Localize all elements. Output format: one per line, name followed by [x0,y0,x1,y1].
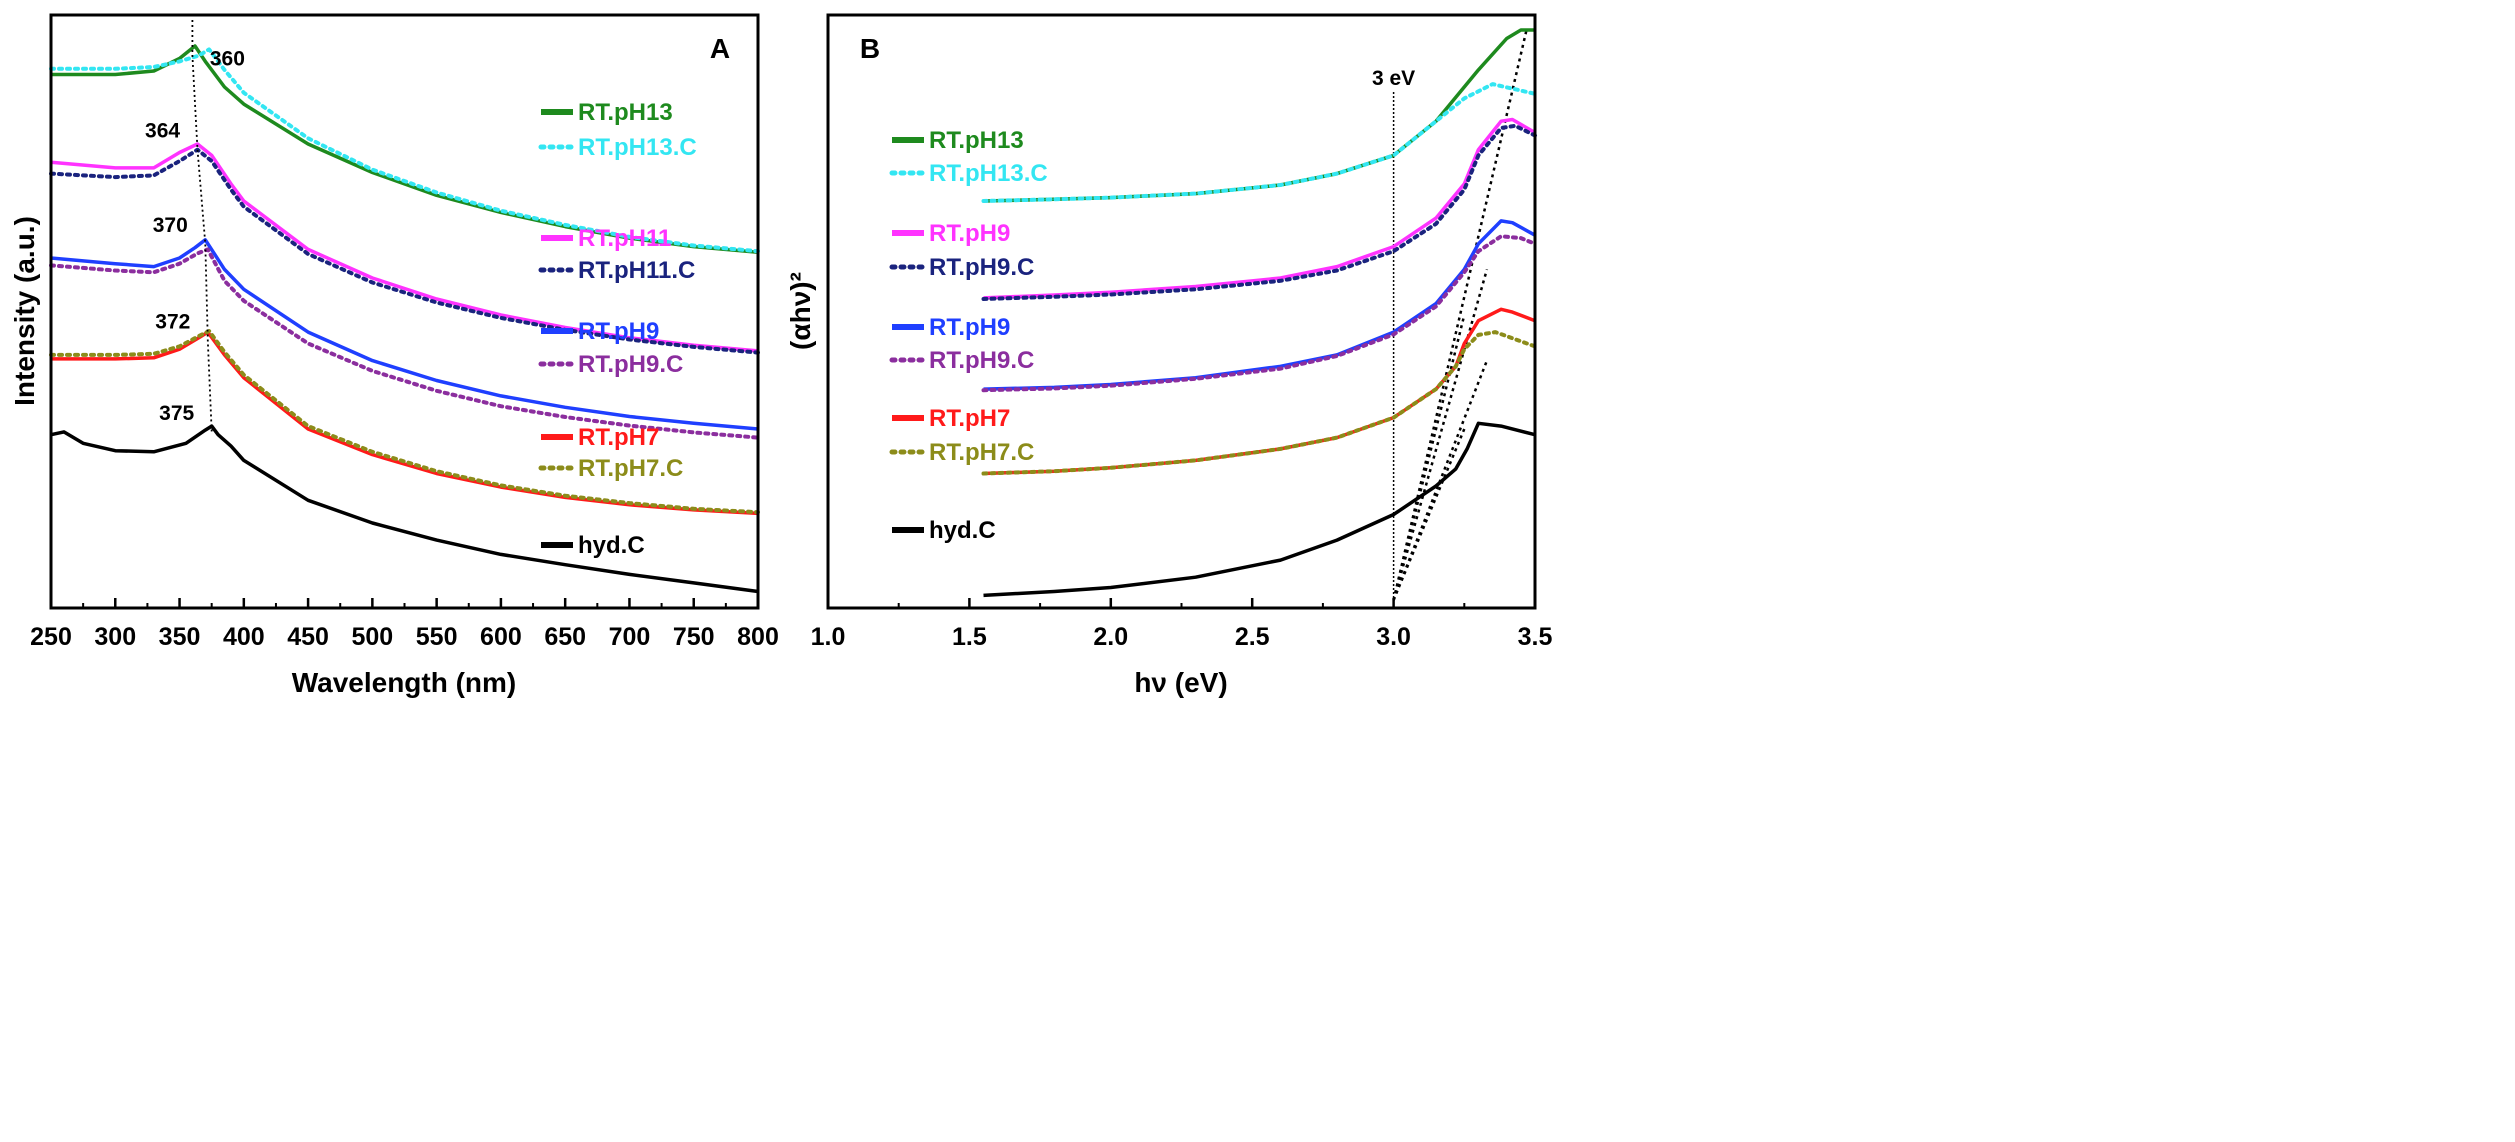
series-line-rt-ph13-c [981,82,1537,203]
legend-label-hyd-c: hyd.C [578,532,645,559]
tangent-line [1392,269,1489,601]
peak-label-375: 375 [159,402,194,425]
series-line-rt-ph7-c [49,329,760,515]
x-tick-label: 3.0 [1376,623,1411,651]
legend-label-rt-ph9-c: RT.pH9.C [929,347,1034,374]
x-tick-label: 350 [159,623,201,651]
legend-label-rt-ph9-c: RT.pH9.C [578,351,683,378]
x-tick-label: 600 [480,623,522,651]
figure: 250 300 350 400 450 500 550 600 650 700 750 800 A W… [9,13,1553,698]
x-tick-label: 1.0 [811,623,846,651]
legend-label-rt-ph7: RT.pH7 [578,424,659,451]
panel-a-letter: A [710,33,730,64]
x-tick-label: 2.0 [1093,623,1128,651]
series-line-rt-ph9-c [49,247,760,440]
panel-b-y-axis-title: (αhν)² [785,272,816,350]
panel-a-legend: RT.pH13 RT.pH13.C RT.pH11 RT.pH11.C RT.pH9 RT… [538,99,697,559]
legend-label-rt-ph7: RT.pH7 [929,405,1010,432]
series-line-rt-ph9 [50,238,759,431]
panel-b: 1.0 1.5 2.0 2.5 3.0 3.5 B hν (eV) (αhν)² 3 eV… [785,13,1553,698]
x-tick-label: 250 [30,623,72,651]
panel-b-legend: RT.pH13 RT.pH13.C RT.pH9 RT.pH9.C RT.pH9 RT.p… [889,127,1048,544]
x-tick-label: 400 [223,623,265,651]
x-tick-label: 700 [609,623,651,651]
peak-label-372: 372 [155,311,190,334]
series-line-rt-ph9-c [981,234,1537,393]
x-tick-label: 750 [673,623,715,651]
legend-label-rt-ph13-c: RT.pH13.C [578,134,697,161]
x-tick-label: 500 [352,623,394,651]
panel-a-plot-area [49,20,760,594]
panel-a-y-axis-title: Intensity (a.u.) [9,216,40,406]
peak-label-370: 370 [153,214,188,237]
series-line-rt-ph13-c [49,47,760,254]
series-line-rt-ph13 [983,28,1535,203]
x-tick-label: 2.5 [1235,623,1270,651]
series-line-rt-ph9-c [981,123,1537,301]
series-line-rt-ph9 [983,219,1536,391]
series-line-rt-ph9 [983,117,1536,300]
peak-label-360: 360 [210,48,245,71]
peak-label-364: 364 [145,120,180,143]
legend-label-hyd-c: hyd.C [929,517,996,544]
tangent-line [1392,428,1466,601]
series-line-hyd-c [983,421,1536,598]
legend-label-rt-ph7-c: RT.pH7.C [578,455,683,482]
panel-b-x-axis-title: hν (eV) [1134,667,1227,698]
x-tick-label: 3.5 [1518,623,1553,651]
panel-b-plot-area [981,28,1537,601]
series-line-hyd-c [50,424,759,594]
legend-label-rt-ph9: RT.pH9 [578,318,659,345]
legend-label-rt-ph11-c: RT.pH11.C [578,257,695,284]
x-tick-label: 650 [544,623,586,651]
tangent-line [1392,29,1528,601]
peak-guide-line [191,20,213,432]
legend-label-rt-ph7-c: RT.pH7.C [929,439,1034,466]
x-tick-label: 450 [287,623,329,651]
panel-a-x-ticks: 250 300 350 400 450 500 550 600 650 700 750 800 [30,598,779,651]
x-tick-label: 300 [94,623,136,651]
panel-a-peak-labels: 360 364 370 372 375 [145,48,245,425]
legend-label-rt-ph13: RT.pH13 [578,99,673,126]
legend-label-rt-ph9: RT.pH9 [929,220,1010,247]
legend-label-rt-ph13-c: RT.pH13.C [929,160,1048,187]
series-line-rt-ph11-c [49,147,760,355]
legend-label-rt-ph13: RT.pH13 [929,127,1024,154]
panel-b-letter: B [860,33,880,64]
panel-b-3ev-label: 3 eV [1372,67,1415,90]
legend-label-rt-ph11: RT.pH11 [578,225,671,252]
x-tick-label: 550 [416,623,458,651]
legend-label-rt-ph9: RT.pH9 [929,314,1010,341]
panel-a-x-axis-title: Wavelength (nm) [292,667,517,698]
x-tick-label: 1.5 [952,623,987,651]
x-tick-label: 800 [737,623,779,651]
panel-a: 250 300 350 400 450 500 550 600 650 700 750 800 A W… [9,13,779,698]
legend-label-rt-ph9-c: RT.pH9.C [929,254,1034,281]
series-line-rt-ph7-c [981,330,1537,476]
panel-b-x-ticks: 1.0 1.5 2.0 2.5 3.0 3.5 [811,598,1553,651]
